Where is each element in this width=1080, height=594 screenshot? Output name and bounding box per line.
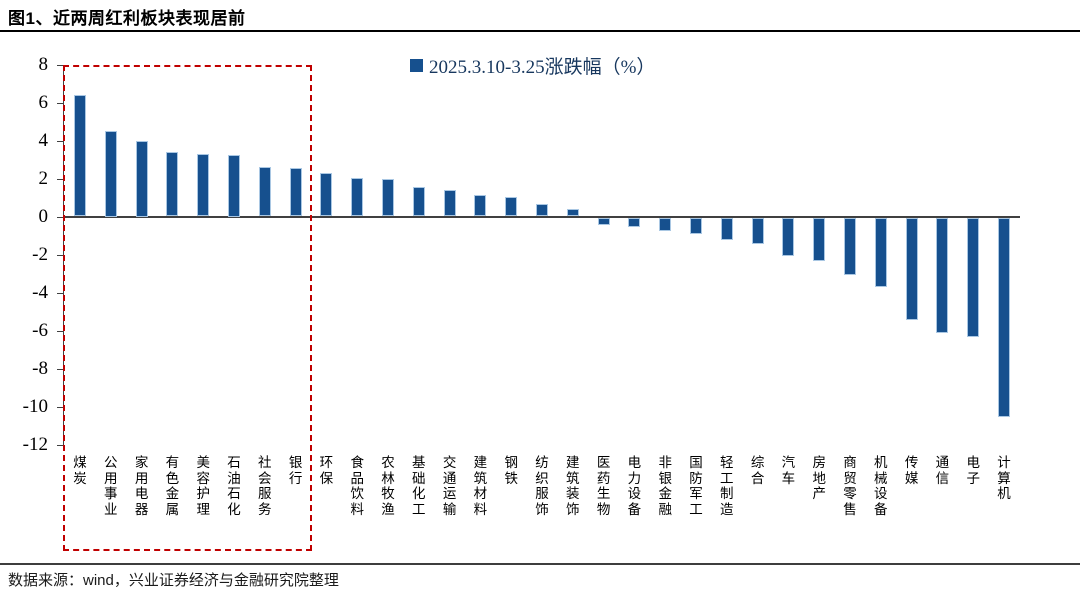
bar <box>720 217 733 241</box>
bar <box>166 151 179 217</box>
category-label: 机械设备 <box>874 455 888 517</box>
y-axis-label: -10 <box>22 395 48 417</box>
category-label: 煤炭 <box>73 455 87 486</box>
category-label: 公用事业 <box>104 455 118 517</box>
y-axis-label: 4 <box>38 129 49 151</box>
category-label: 美容护理 <box>196 455 210 517</box>
category-label: 银行 <box>288 455 303 486</box>
bar <box>289 168 302 217</box>
bar <box>320 172 333 217</box>
bar <box>228 154 240 217</box>
category-label: 医药生物 <box>596 455 611 517</box>
bar <box>258 167 271 217</box>
category-label: 交通运输 <box>442 455 457 517</box>
y-axis-tick <box>57 102 63 104</box>
category-label: 电子 <box>966 455 980 486</box>
bar <box>597 217 610 226</box>
bar <box>936 217 949 334</box>
bar <box>443 189 456 217</box>
bar <box>74 94 86 217</box>
category-label: 建筑材料 <box>473 455 488 517</box>
category-label: 纺织服饰 <box>535 455 549 517</box>
category-label: 社会服务 <box>258 455 272 517</box>
y-axis-tick <box>57 140 63 142</box>
y-axis-label: 2 <box>38 167 49 189</box>
chart-legend: 2025.3.10-3.25涨跌幅（%） <box>410 52 655 79</box>
category-label: 传媒 <box>904 455 919 486</box>
y-axis-tick <box>57 330 63 332</box>
bar <box>967 217 980 338</box>
y-axis-label: 6 <box>38 91 49 113</box>
category-label: 国防军工 <box>689 455 703 517</box>
source-note: 数据来源：wind，兴业证券经济与金融研究院整理 <box>8 572 339 589</box>
bar <box>382 179 394 217</box>
footer-divider <box>0 563 1080 565</box>
bar <box>104 131 117 217</box>
category-label: 食品饮料 <box>350 455 364 517</box>
category-label: 环保 <box>319 455 334 486</box>
category-label: 非银金融 <box>658 455 672 517</box>
bar <box>813 217 826 262</box>
category-label: 基础化工 <box>412 455 426 517</box>
bar <box>659 217 672 231</box>
y-axis-label: -2 <box>32 243 48 265</box>
category-label: 电力设备 <box>627 455 642 517</box>
category-label: 通信 <box>935 455 950 486</box>
figure-title: 图1、近两周红利板块表现居前 <box>8 9 246 28</box>
category-label: 汽车 <box>781 455 796 486</box>
y-axis-label: 0 <box>38 205 49 227</box>
y-axis-label: -8 <box>32 357 48 379</box>
y-axis-tick <box>57 178 63 180</box>
bar-chart: 2025.3.10-3.25涨跌幅（%） 8 6 4 2 0 -2 -4 -6 -8 -10 -12… <box>0 32 1080 562</box>
bar <box>197 153 210 217</box>
bar <box>566 208 579 217</box>
category-label: 计算机 <box>997 455 1011 501</box>
y-axis-tick <box>57 292 63 294</box>
legend-label: 2025.3.10-3.25涨跌幅（%） <box>429 57 656 78</box>
bar <box>751 217 764 245</box>
y-axis-tick <box>57 254 63 256</box>
title-divider <box>0 30 1080 32</box>
y-axis-tick <box>57 368 63 370</box>
y-axis-label: 8 <box>38 53 49 75</box>
y-axis-label: -6 <box>32 319 48 341</box>
y-axis-tick <box>57 216 63 218</box>
bar <box>998 217 1010 417</box>
bar <box>474 194 487 217</box>
category-label: 农林牧渔 <box>381 455 395 517</box>
x-axis-line <box>63 215 1020 218</box>
category-label: 建筑装饰 <box>566 455 580 517</box>
bar <box>844 217 856 276</box>
y-axis-tick <box>57 444 63 446</box>
category-label: 综合 <box>750 455 765 486</box>
bar <box>628 217 641 227</box>
y-axis-tick <box>57 406 63 408</box>
bar <box>505 196 518 217</box>
bar <box>536 204 548 217</box>
bar <box>135 140 148 217</box>
bar <box>351 177 364 217</box>
bar <box>874 217 887 287</box>
highlight-box <box>63 65 312 551</box>
bar <box>905 217 918 321</box>
category-label: 钢铁 <box>504 455 518 486</box>
category-label: 有色金属 <box>165 455 180 517</box>
y-axis-tick <box>57 64 63 66</box>
category-label: 轻工制造 <box>720 455 734 517</box>
y-axis-label: -4 <box>32 281 48 303</box>
legend-swatch-icon <box>410 59 423 72</box>
category-label: 石油石化 <box>227 455 241 517</box>
bar <box>690 217 702 234</box>
category-label: 房地产 <box>812 455 826 501</box>
category-label: 商贸零售 <box>843 455 857 517</box>
bar <box>412 187 425 217</box>
bar <box>782 217 795 257</box>
y-axis-label: -12 <box>22 433 48 455</box>
category-label: 家用电器 <box>134 455 149 517</box>
